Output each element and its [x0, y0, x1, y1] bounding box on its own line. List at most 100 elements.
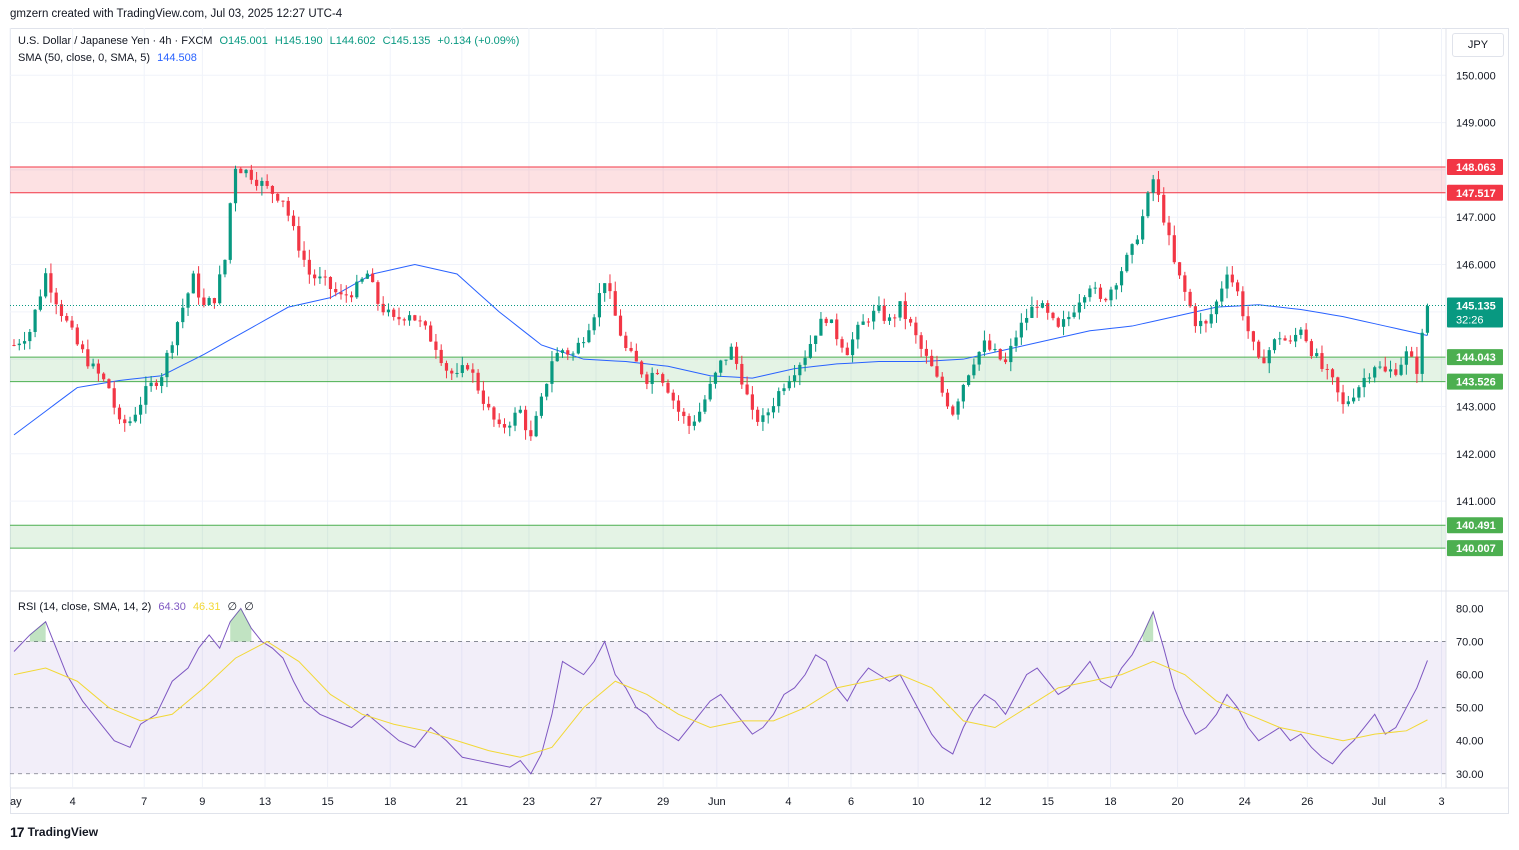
resistance-price-tag	[1447, 158, 1503, 175]
candle-body	[1025, 317, 1029, 323]
candle-body	[17, 343, 21, 346]
time-tick-label: 13	[259, 796, 271, 808]
candle-body	[49, 273, 53, 293]
candle-body	[1225, 274, 1229, 289]
candle-body	[903, 301, 907, 320]
time-tick-label: 18	[1104, 796, 1116, 808]
candle-body	[534, 415, 538, 437]
time-tick-label: 4	[785, 796, 791, 808]
candle-body	[576, 342, 580, 354]
candle-body	[407, 315, 412, 321]
candle-body	[418, 320, 422, 322]
price-tick-label: 142.000	[1456, 449, 1496, 461]
candle-body	[334, 289, 338, 293]
candle-body	[444, 363, 449, 371]
candle-body	[1294, 334, 1298, 342]
candle-body	[587, 330, 591, 343]
resistance-price-label: 148.063	[1456, 162, 1496, 174]
candle-body	[877, 305, 881, 311]
candle-body	[86, 349, 90, 367]
currency-button[interactable]: JPY	[1452, 33, 1504, 57]
time-tick-label: 20	[1171, 796, 1183, 808]
candle-body	[1320, 353, 1324, 369]
candle-body	[1162, 194, 1166, 223]
candle-body	[893, 317, 897, 319]
candle-body	[1373, 367, 1377, 378]
candle-body	[38, 296, 42, 310]
candle-body	[413, 315, 417, 321]
time-tick-label: 10	[912, 796, 924, 808]
support-2-price-tag	[1447, 517, 1503, 534]
candle-body	[270, 185, 275, 194]
candle-body	[808, 343, 812, 358]
candle-body	[65, 315, 69, 321]
candle-body	[703, 399, 707, 412]
candle-body	[1199, 320, 1203, 327]
candle-body	[961, 384, 965, 402]
candle-body	[850, 339, 855, 356]
candle-body	[698, 411, 702, 422]
candle-body	[28, 331, 32, 342]
candle-body	[771, 406, 776, 413]
candle-body	[133, 414, 137, 422]
candle-body	[128, 421, 132, 424]
candle-body	[819, 318, 823, 336]
candle-body	[856, 324, 860, 340]
candle-body	[344, 294, 348, 296]
candle-body	[1246, 316, 1250, 332]
support-2-price-tag	[1447, 540, 1503, 557]
candle-body	[682, 411, 686, 417]
candle-body	[982, 340, 987, 352]
rsi-tick-label: 40.00	[1456, 736, 1484, 748]
support-1-price-tag	[1447, 349, 1503, 366]
candle-body	[212, 298, 217, 304]
candle-body	[497, 419, 501, 425]
candle-body	[914, 322, 918, 336]
candle-body	[1383, 366, 1387, 372]
candle-body	[645, 374, 649, 384]
candle-body	[861, 321, 865, 325]
ohlc-open: O145.001	[219, 35, 268, 47]
support-1-price-label: 144.043	[1456, 352, 1496, 364]
candle-body	[618, 315, 623, 336]
candle-body	[829, 319, 834, 323]
candle-body	[381, 303, 385, 313]
candle-body	[692, 421, 696, 426]
candle-body	[492, 407, 496, 420]
candle-body	[967, 375, 971, 385]
candle-body	[655, 372, 660, 375]
candle-body	[713, 372, 718, 384]
candle-body	[1051, 312, 1055, 319]
candle-body	[803, 357, 807, 365]
rsi-label[interactable]: RSI (14, close, SMA, 14, 2)	[18, 601, 152, 613]
candle-body	[402, 319, 406, 321]
candle-body	[545, 383, 549, 397]
candle-body	[144, 386, 148, 405]
candle-body	[671, 392, 675, 401]
sma-label[interactable]: SMA (50, close, 0, SMA, 5)	[18, 52, 151, 64]
candle-body	[397, 316, 401, 320]
candle-body	[687, 416, 691, 426]
candle-body	[650, 372, 654, 384]
candle-body	[423, 321, 427, 326]
candle-body	[782, 388, 786, 392]
sma-legend: SMA (50, close, 0, SMA, 5) 144.508	[18, 52, 201, 64]
resistance-zone	[10, 166, 1446, 193]
candle-body	[455, 372, 459, 374]
symbol-name[interactable]: U.S. Dollar / Japanese Yen · 4h · FXCM	[18, 35, 213, 47]
candle-body	[102, 373, 106, 380]
candle-body	[44, 273, 48, 297]
candle-body	[339, 292, 343, 295]
candle-body	[956, 401, 960, 415]
candle-body	[439, 349, 443, 364]
candle-body	[972, 364, 976, 376]
time-tick-label: 27	[590, 796, 602, 808]
candle-body	[613, 291, 617, 316]
candle-body	[1135, 239, 1139, 245]
candle-body	[1262, 357, 1266, 364]
candle-body	[951, 406, 955, 415]
candle-body	[1352, 397, 1356, 402]
candle-body	[550, 361, 554, 384]
time-tick-label: 12	[979, 796, 991, 808]
